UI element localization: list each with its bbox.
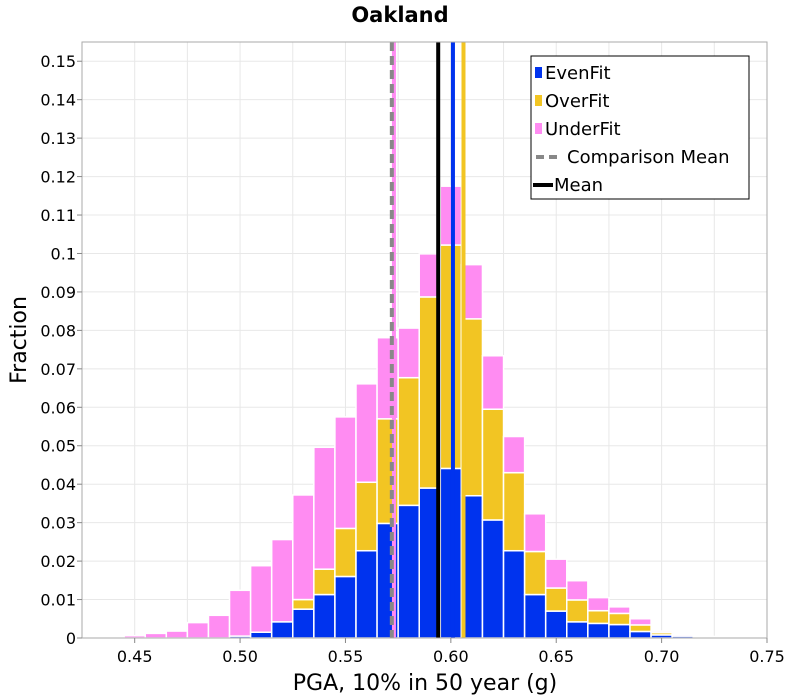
bar-overfit bbox=[292, 598, 315, 610]
x-tick-label: 0.50 bbox=[222, 647, 258, 666]
bar-evenfit bbox=[439, 467, 463, 639]
bar-underfit bbox=[523, 513, 547, 553]
x-tick-label: 0.70 bbox=[644, 647, 680, 666]
x-tick-label: 0.65 bbox=[538, 647, 574, 666]
bar-underfit bbox=[692, 635, 716, 638]
bar-overfit bbox=[587, 609, 610, 625]
y-tick-label: 0.02 bbox=[40, 552, 76, 571]
y-tick-label: 0.05 bbox=[40, 437, 76, 456]
x-axis-ticks: 0.45 0.50 0.55 0.60 0.65 0.70 0.75 bbox=[117, 638, 785, 666]
bar-overfit bbox=[397, 376, 420, 507]
bar-evenfit bbox=[544, 610, 568, 639]
bar-underfit bbox=[165, 630, 189, 639]
bar-evenfit bbox=[481, 519, 505, 639]
legend: EvenFit OverFit UnderFit Comparison Mean Mea… bbox=[530, 55, 750, 200]
legend-label-mean: Mean bbox=[554, 175, 603, 196]
x-tick-label: 0.45 bbox=[117, 647, 153, 666]
bar-underfit bbox=[355, 383, 378, 484]
y-tick-label: 0.15 bbox=[40, 52, 76, 71]
bar-underfit bbox=[313, 446, 336, 570]
bar-evenfit bbox=[608, 623, 631, 639]
bar-underfit bbox=[207, 614, 231, 639]
legend-swatch-overfit bbox=[535, 95, 542, 106]
bar-underfit bbox=[249, 564, 273, 633]
bar-underfit bbox=[502, 435, 526, 474]
bar-underfit bbox=[292, 494, 315, 601]
bar-evenfit bbox=[566, 621, 589, 639]
bar-underfit bbox=[629, 618, 652, 626]
bar-evenfit bbox=[629, 630, 652, 639]
x-tick-label: 0.55 bbox=[328, 647, 364, 666]
chart-title: Oakland bbox=[351, 3, 448, 27]
bar-evenfit bbox=[355, 549, 378, 639]
bar-underfit bbox=[439, 185, 463, 246]
bar-underfit bbox=[608, 606, 631, 615]
y-tick-label: 0.1 bbox=[51, 244, 76, 263]
bar-overfit bbox=[334, 527, 357, 578]
bar-underfit bbox=[144, 632, 168, 639]
bar-underfit bbox=[481, 355, 505, 410]
bar-overfit bbox=[481, 408, 505, 521]
bar-evenfit bbox=[587, 622, 610, 639]
bar-overfit bbox=[608, 612, 631, 626]
legend-label-overfit: OverFit bbox=[545, 91, 609, 112]
bar-evenfit bbox=[313, 593, 336, 639]
bar-overfit bbox=[566, 599, 589, 623]
bar-underfit bbox=[587, 596, 610, 612]
bar-evenfit bbox=[270, 621, 294, 639]
bar-evenfit bbox=[397, 504, 420, 639]
y-tick-label: 0.14 bbox=[40, 91, 76, 110]
y-tick-label: 0 bbox=[66, 629, 76, 648]
bar-evenfit bbox=[523, 593, 547, 639]
bar-underfit bbox=[186, 621, 210, 639]
bar-overfit bbox=[629, 624, 652, 633]
y-tick-label: 0.07 bbox=[40, 360, 76, 379]
bar-overfit bbox=[355, 481, 378, 552]
x-axis-label: PGA, 10% in 50 year (g) bbox=[293, 671, 557, 696]
plot-frame bbox=[81, 41, 768, 639]
bar-evenfit bbox=[502, 549, 526, 639]
y-tick-label: 0.11 bbox=[40, 206, 76, 225]
y-axis-ticks: 0 0.01 0.02 0.03 0.04 0.05 0.06 0.07 0.08 0.09 0.1… bbox=[40, 52, 82, 648]
bar-underfit bbox=[270, 538, 294, 623]
bar-overfit bbox=[523, 550, 547, 596]
bar-evenfit bbox=[249, 631, 273, 639]
bar-overfit bbox=[502, 471, 526, 552]
bar-underfit bbox=[228, 589, 252, 637]
x-tick-label: 0.60 bbox=[433, 647, 469, 666]
bar-underfit bbox=[544, 558, 568, 589]
y-tick-label: 0.06 bbox=[40, 398, 76, 417]
bar-evenfit bbox=[292, 608, 315, 639]
y-tick-label: 0.08 bbox=[40, 321, 76, 340]
bar-underfit bbox=[650, 630, 673, 634]
bar-underfit bbox=[460, 263, 484, 320]
y-tick-label: 0.04 bbox=[40, 475, 76, 494]
bar-underfit bbox=[671, 633, 694, 637]
bar-underfit bbox=[397, 327, 420, 379]
y-axis-label: Fraction bbox=[7, 296, 32, 384]
y-tick-label: 0.09 bbox=[40, 283, 76, 302]
legend-label-comparison-mean: Comparison Mean bbox=[567, 147, 730, 168]
bar-overfit bbox=[544, 587, 568, 612]
y-tick-label: 0.12 bbox=[40, 168, 76, 187]
bar-overfit bbox=[439, 244, 463, 470]
y-tick-label: 0.13 bbox=[40, 129, 76, 148]
x-tick-label: 0.75 bbox=[749, 647, 785, 666]
legend-box bbox=[530, 55, 750, 200]
legend-label-evenfit: EvenFit bbox=[545, 63, 611, 84]
bar-underfit bbox=[334, 416, 357, 530]
bar-evenfit bbox=[334, 575, 357, 639]
mean-lines bbox=[389, 42, 466, 638]
bar-overfit bbox=[313, 568, 336, 596]
legend-swatch-underfit bbox=[535, 123, 542, 134]
legend-swatch-evenfit bbox=[535, 67, 542, 78]
bar-underfit bbox=[566, 579, 589, 601]
y-tick-label: 0.01 bbox=[40, 591, 76, 610]
y-tick-label: 0.03 bbox=[40, 514, 76, 533]
legend-label-underfit: UnderFit bbox=[545, 119, 621, 140]
